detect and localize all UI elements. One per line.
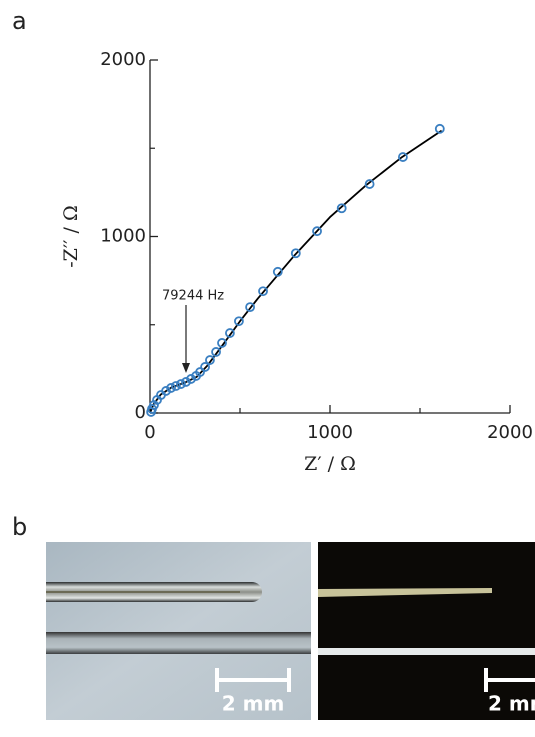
data-point <box>171 381 181 391</box>
data-point <box>176 379 186 389</box>
x-tick-label: 2000 <box>487 422 533 443</box>
x-tick-label: 0 <box>144 422 155 443</box>
y-tick-label: 1000 <box>100 226 146 247</box>
photo-right: 2 mm <box>318 542 535 720</box>
data-point <box>290 248 301 259</box>
y-tick-label: 0 <box>135 402 146 423</box>
data-point <box>146 407 156 417</box>
data-point <box>200 362 210 372</box>
data-point <box>397 152 408 162</box>
data-point <box>217 338 227 348</box>
annotation-arrowhead <box>182 363 190 373</box>
data-point <box>245 302 255 313</box>
scale-bar-label: 2 mm <box>488 692 535 716</box>
data-point <box>312 226 322 237</box>
plot: 0 1000 2000 0 1000 2000 Z′ / Ω -Z′′ / Ω 79244 Hz <box>60 49 533 475</box>
data-point <box>336 203 347 214</box>
photo-left: 2 mm <box>46 542 311 720</box>
data-point <box>181 377 191 387</box>
panel-label: a <box>12 7 27 35</box>
data-point <box>258 286 268 297</box>
x-axis-label: Z′ / Ω <box>304 453 356 475</box>
panel-label: b <box>12 513 27 541</box>
data-point <box>272 266 283 277</box>
y-tick-label: 2000 <box>100 49 146 70</box>
data-point <box>205 355 215 365</box>
data-point <box>234 316 244 327</box>
fit-line <box>149 129 443 414</box>
x-tick-label: 1000 <box>307 422 353 443</box>
data-point <box>211 347 221 357</box>
y-axis-label: -Z′′ / Ω <box>60 205 82 267</box>
scale-bar-label: 2 mm <box>222 692 285 716</box>
data-point <box>225 328 235 338</box>
data-point <box>364 179 375 189</box>
data-point <box>434 123 445 134</box>
annotation: 79244 Hz <box>162 289 224 304</box>
